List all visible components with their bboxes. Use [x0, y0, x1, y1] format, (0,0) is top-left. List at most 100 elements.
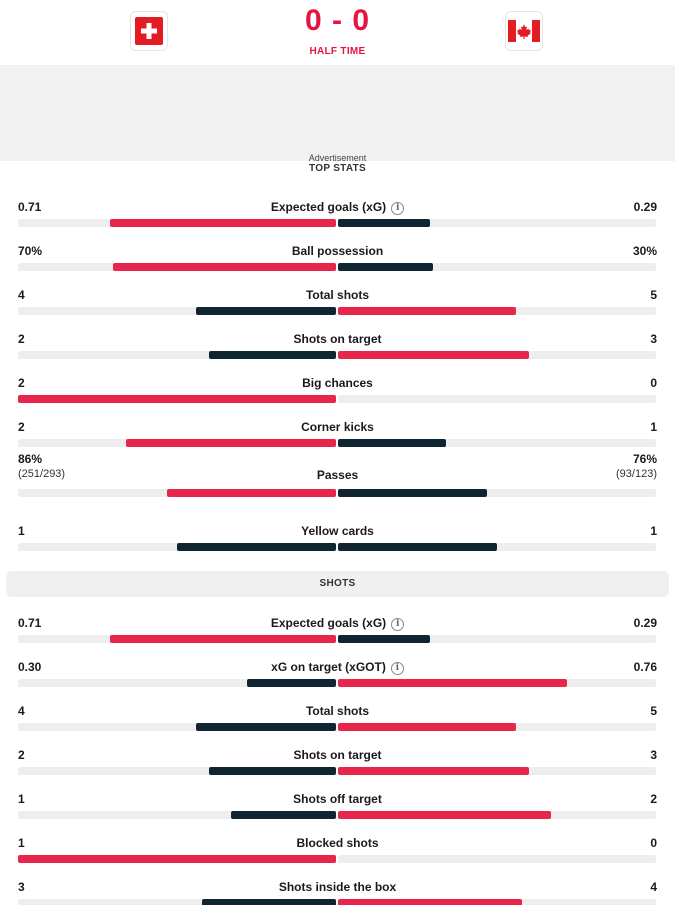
stat-row[interactable]: 70% 30% Ball possession — [0, 244, 675, 284]
away-bar-track — [338, 811, 656, 819]
stat-row[interactable]: 0.71 0.29 Expected goals (xG) i — [0, 616, 675, 656]
home-bar-track — [18, 439, 336, 447]
stat-label-text: Shots on target — [293, 332, 382, 346]
stat-row[interactable]: 2 3 Shots on target — [0, 332, 675, 372]
stat-label-text: Yellow cards — [301, 524, 374, 538]
away-bar-track — [338, 351, 656, 359]
stat-label: Big chances — [0, 376, 675, 390]
stat-row[interactable]: 1 0 Blocked shots — [0, 836, 675, 876]
stat-label: Ball possession — [0, 244, 675, 258]
home-bar-track — [18, 219, 336, 227]
stat-label: Shots off target — [0, 792, 675, 806]
away-bar-track — [338, 855, 656, 863]
stat-row[interactable]: 86% 76% (251/293) (93/123) Passes — [0, 452, 675, 504]
home-bar-track — [18, 543, 336, 551]
home-bar-fill — [110, 219, 336, 227]
stat-label-text: Corner kicks — [301, 420, 374, 434]
home-value: 3 — [18, 880, 25, 894]
advertisement-area[interactable] — [0, 65, 675, 161]
away-bar-fill — [338, 679, 567, 687]
home-bar-fill — [231, 811, 336, 819]
away-value: 1 — [650, 420, 657, 434]
away-bar-track — [338, 899, 656, 905]
stat-label: Total shots — [0, 704, 675, 718]
away-bar-track — [338, 307, 656, 315]
away-value: 1 — [650, 524, 657, 538]
away-value: 0 — [650, 836, 657, 850]
home-bar-track — [18, 263, 336, 271]
info-icon[interactable]: i — [391, 618, 405, 631]
stat-row[interactable]: 1 2 Shots off target — [0, 792, 675, 832]
info-icon[interactable]: i — [391, 202, 405, 215]
stat-row[interactable]: 1 1 Yellow cards — [0, 524, 675, 564]
home-bar-fill — [209, 351, 336, 359]
home-bar-fill — [196, 307, 336, 315]
stat-label-text: Expected goals (xG) — [270, 616, 387, 630]
home-bar-track — [18, 307, 336, 315]
shots-title: SHOTS — [319, 578, 356, 589]
away-bar-track — [338, 489, 656, 497]
stat-label: Shots on target — [0, 332, 675, 346]
stat-row[interactable]: 4 5 Total shots — [0, 288, 675, 328]
home-value: 4 — [18, 288, 25, 302]
away-value: 5 — [650, 288, 657, 302]
away-bar-fill — [338, 439, 446, 447]
away-bar-fill — [338, 219, 430, 227]
home-team-flag[interactable] — [130, 11, 168, 51]
home-value: 1 — [18, 524, 25, 538]
stat-row[interactable]: 0.71 0.29 Expected goals (xG) i — [0, 200, 675, 240]
home-bar-fill — [18, 395, 336, 403]
stat-row[interactable]: 0.30 0.76 xG on target (xGOT) i — [0, 660, 675, 700]
home-bar-track — [18, 767, 336, 775]
home-bar-fill — [167, 489, 336, 497]
away-value: 0.29 — [633, 616, 657, 630]
stat-label: Shots inside the box — [0, 880, 675, 894]
away-bar-track — [338, 723, 656, 731]
stat-label-text: Shots inside the box — [278, 880, 397, 894]
stat-label: Corner kicks — [0, 420, 675, 434]
away-bar-track — [338, 767, 656, 775]
home-value: 1 — [18, 792, 25, 806]
home-value: 1 — [18, 836, 25, 850]
stat-label: Blocked shots — [0, 836, 675, 850]
away-sub-value: (93/123) — [616, 468, 657, 480]
away-bar-track — [338, 263, 656, 271]
home-value: 0.30 — [18, 660, 42, 674]
away-team-flag[interactable] — [505, 11, 543, 51]
away-bar-fill — [338, 767, 529, 775]
away-value: 30% — [632, 244, 657, 258]
stat-row[interactable]: 3 4 Shots inside the box — [0, 880, 675, 905]
stat-label: xG on target (xGOT) i — [0, 660, 675, 675]
home-bar-track — [18, 395, 336, 403]
stat-label-text: Total shots — [305, 704, 370, 718]
home-bar-fill — [110, 635, 336, 643]
home-value: 0.71 — [18, 616, 42, 630]
home-sub-value: (251/293) — [18, 468, 66, 480]
away-bar-fill — [338, 351, 529, 359]
switzerland-flag-icon — [135, 17, 163, 45]
home-bar-track — [18, 351, 336, 359]
home-bar-fill — [196, 723, 336, 731]
stat-row[interactable]: 4 5 Total shots — [0, 704, 675, 744]
away-bar-track — [338, 679, 656, 687]
info-icon[interactable]: i — [390, 662, 404, 675]
away-bar-fill — [338, 723, 516, 731]
home-value: 4 — [18, 704, 25, 718]
stat-row[interactable]: 2 3 Shots on target — [0, 748, 675, 788]
away-value: 3 — [650, 332, 657, 346]
away-value: 3 — [650, 748, 657, 762]
stat-label-text: Total shots — [305, 288, 370, 302]
away-bar-track — [338, 635, 656, 643]
away-bar-track — [338, 219, 656, 227]
home-value: 2 — [18, 748, 25, 762]
stat-label-text: Shots off target — [293, 792, 382, 806]
away-value: 4 — [650, 880, 657, 894]
stat-row[interactable]: 2 1 Corner kicks — [0, 420, 675, 460]
stat-row[interactable]: 2 0 Big chances — [0, 376, 675, 416]
away-bar-fill — [338, 635, 430, 643]
away-bar-track — [338, 395, 656, 403]
home-bar-track — [18, 855, 336, 863]
away-bar-track — [338, 543, 656, 551]
stat-label: Passes — [0, 468, 675, 482]
home-bar-fill — [18, 855, 336, 863]
